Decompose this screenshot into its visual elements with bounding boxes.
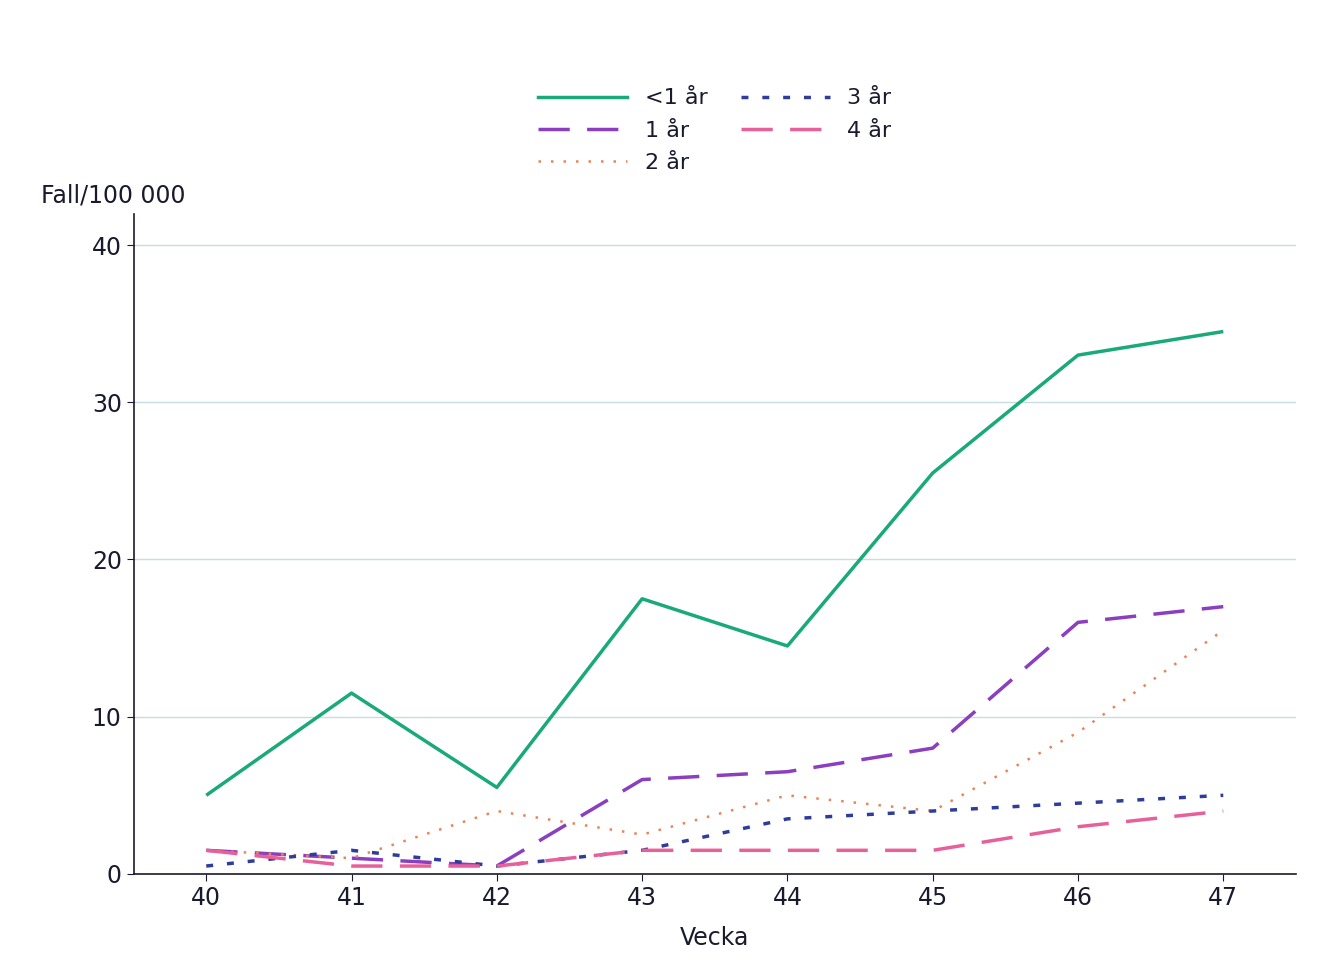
X-axis label: Vecka: Vecka	[680, 926, 749, 951]
Text: Fall/100 000: Fall/100 000	[40, 183, 186, 207]
Legend: <1 år, 1 år, 2 år, 3 år, 4 år: <1 år, 1 år, 2 år, 3 år, 4 år	[529, 80, 900, 182]
